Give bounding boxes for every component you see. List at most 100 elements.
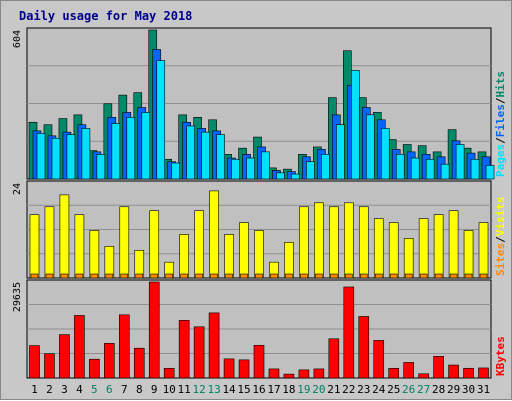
bar-visits-day-27 (418, 218, 429, 279)
bar-visits-day-24 (373, 218, 384, 279)
x-tick-day-12: 12 (193, 383, 206, 396)
bar-sites-day-3 (60, 273, 69, 279)
x-tick-day-30: 30 (462, 383, 475, 396)
x-tick-day-2: 2 (46, 383, 53, 396)
bar-pages-day-16 (261, 151, 270, 180)
bar-kbytes-day-25 (388, 367, 400, 379)
bar-pages-day-20 (321, 154, 330, 180)
bar-sites-day-10 (165, 273, 173, 279)
bar-pages-day-26 (410, 157, 420, 180)
x-tick-day-6: 6 (106, 383, 113, 396)
bar-visits-day-11 (179, 234, 189, 279)
bar-kbytes-day-21 (328, 338, 340, 379)
bar-kbytes-day-5 (89, 358, 100, 379)
x-tick-day-29: 29 (447, 383, 460, 396)
panel-visits-sites: 24 (12, 180, 492, 279)
bar-sites-day-31 (479, 273, 488, 279)
bar-visits-day-22 (344, 202, 354, 279)
bar-kbytes-day-7 (118, 314, 130, 379)
x-tick-day-13: 13 (207, 383, 220, 396)
bar-visits-day-26 (403, 238, 414, 279)
x-tick-day-21: 21 (327, 383, 340, 396)
bar-kbytes-day-20 (313, 368, 325, 379)
x-tick-day-15: 15 (237, 383, 250, 396)
x-tick-day-23: 23 (357, 383, 370, 396)
bar-kbytes-day-31 (478, 367, 489, 379)
bar-visits-day-12 (194, 210, 204, 279)
panel-kbytes: 29635 (12, 279, 492, 379)
bar-visits-day-6 (104, 246, 115, 279)
bar-pages-day-18 (291, 173, 300, 180)
bar-pages-day-8 (141, 112, 151, 180)
bar-pages-day-31 (485, 165, 495, 180)
bar-sites-day-9 (150, 273, 159, 279)
bar-pages-day-15 (246, 157, 255, 180)
x-tick-day-19: 19 (297, 383, 310, 396)
bar-pages-day-28 (440, 163, 450, 180)
bar-sites-day-25 (389, 273, 398, 279)
bar-pages-day-4 (81, 128, 91, 180)
legend-pages: Pages (494, 144, 507, 177)
bar-pages-day-3 (66, 134, 76, 180)
bar-pages-day-7 (126, 117, 136, 180)
bar-sites-day-20 (315, 273, 323, 279)
bar-sites-day-15 (240, 273, 248, 279)
legend-hits: Hits (494, 71, 507, 98)
bar-sites-day-1 (30, 273, 39, 279)
bar-sites-day-26 (404, 273, 413, 279)
bar-visits-day-7 (119, 206, 130, 279)
bar-kbytes-day-26 (403, 362, 414, 379)
bar-visits-day-2 (44, 206, 55, 279)
legend-hits-files-pages: Pages/Files/Hits (494, 71, 507, 177)
bar-kbytes-day-3 (59, 334, 70, 379)
x-tick-day-1: 1 (31, 383, 38, 396)
bar-kbytes-day-6 (104, 343, 115, 379)
legend-sites: Sites (494, 243, 507, 276)
legend-visits-sites: Sites/Visits (494, 197, 507, 277)
bar-pages-day-1 (36, 133, 46, 180)
bar-kbytes-day-24 (373, 340, 385, 379)
bar-visits-day-23 (358, 206, 369, 279)
legend-kbytes: KBytes (494, 336, 507, 376)
bar-kbytes-day-30 (463, 367, 474, 379)
bar-kbytes-day-18 (283, 373, 295, 379)
bar-sites-day-29 (449, 273, 458, 279)
bar-pages-day-6 (111, 123, 121, 180)
bar-pages-day-13 (216, 134, 225, 180)
bar-visits-day-31 (478, 222, 489, 279)
bar-visits-day-25 (388, 222, 399, 279)
x-tick-day-10: 10 (163, 383, 176, 396)
x-tick-day-11: 11 (178, 383, 191, 396)
bar-sites-day-2 (45, 273, 54, 279)
bar-sites-day-23 (359, 273, 368, 279)
bar-kbytes-day-27 (418, 373, 429, 379)
bar-visits-day-28 (433, 214, 444, 279)
bar-visits-day-3 (59, 194, 70, 279)
bar-visits-day-21 (329, 206, 339, 279)
bar-pages-day-14 (231, 158, 240, 180)
bar-kbytes-day-8 (133, 347, 145, 379)
bar-sites-day-7 (120, 273, 129, 279)
bar-kbytes-day-17 (268, 368, 280, 379)
bar-kbytes-day-28 (433, 355, 444, 379)
bar-sites-day-18 (285, 273, 293, 279)
bar-pages-day-21 (336, 124, 345, 180)
bar-kbytes-day-12 (193, 326, 205, 379)
y-max-label: 29635 (12, 282, 23, 312)
bar-sites-day-8 (135, 273, 144, 279)
x-tick-day-7: 7 (121, 383, 128, 396)
x-tick-day-22: 22 (342, 383, 355, 396)
bar-kbytes-day-19 (298, 369, 310, 379)
bar-sites-day-14 (225, 273, 233, 279)
bar-sites-day-24 (374, 273, 383, 279)
bar-sites-day-21 (330, 273, 338, 279)
legend-separator: / (494, 97, 507, 104)
x-tick-day-5: 5 (91, 383, 98, 396)
x-tick-day-4: 4 (76, 383, 83, 396)
bar-visits-day-20 (314, 202, 324, 279)
bar-sites-day-6 (105, 273, 114, 279)
bar-kbytes-day-4 (74, 315, 85, 379)
x-tick-day-14: 14 (222, 383, 236, 396)
bar-pages-day-5 (96, 154, 106, 180)
